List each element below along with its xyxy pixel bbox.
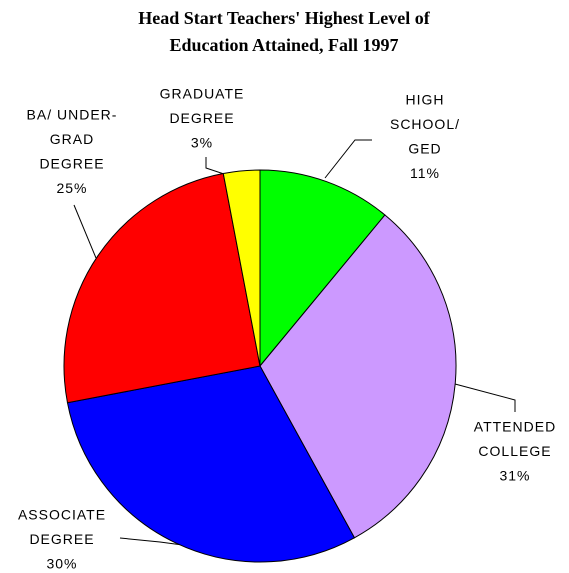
- leader-line: [454, 383, 516, 412]
- pie-slice: [63, 172, 261, 404]
- slice-label: ASSOCIATE: [18, 507, 106, 523]
- slice-label: DEGREE: [169, 110, 234, 126]
- value-label: 30%: [46, 556, 77, 572]
- chart-title: Education Attained, Fall 1997: [169, 35, 398, 55]
- value-label: 31%: [499, 468, 530, 484]
- pie-slice: [259, 214, 457, 539]
- leader-line: [324, 139, 372, 179]
- slice-label: GRADUATE: [160, 86, 245, 102]
- value-label: 3%: [191, 135, 213, 151]
- slice-label: ATTENDED: [474, 419, 556, 435]
- slice-label: HIGH: [406, 92, 445, 108]
- chart-title: Head Start Teachers' Highest Level of: [138, 8, 430, 28]
- slice-label: SCHOOL/: [390, 116, 460, 132]
- slice-label: DEGREE: [39, 156, 104, 172]
- value-label: 25%: [56, 180, 87, 196]
- slice-label: BA/ UNDER-: [27, 107, 118, 123]
- value-label: 11%: [410, 165, 440, 181]
- pie-slice: [222, 169, 261, 367]
- pie-slice: [259, 169, 386, 368]
- pie-slice: [66, 365, 356, 563]
- leader-line: [73, 204, 97, 259]
- slice-label: GED: [408, 141, 441, 157]
- slice-label: GRAD: [50, 131, 94, 147]
- slice-label: DEGREE: [29, 531, 94, 547]
- slice-label: COLLEGE: [478, 443, 551, 459]
